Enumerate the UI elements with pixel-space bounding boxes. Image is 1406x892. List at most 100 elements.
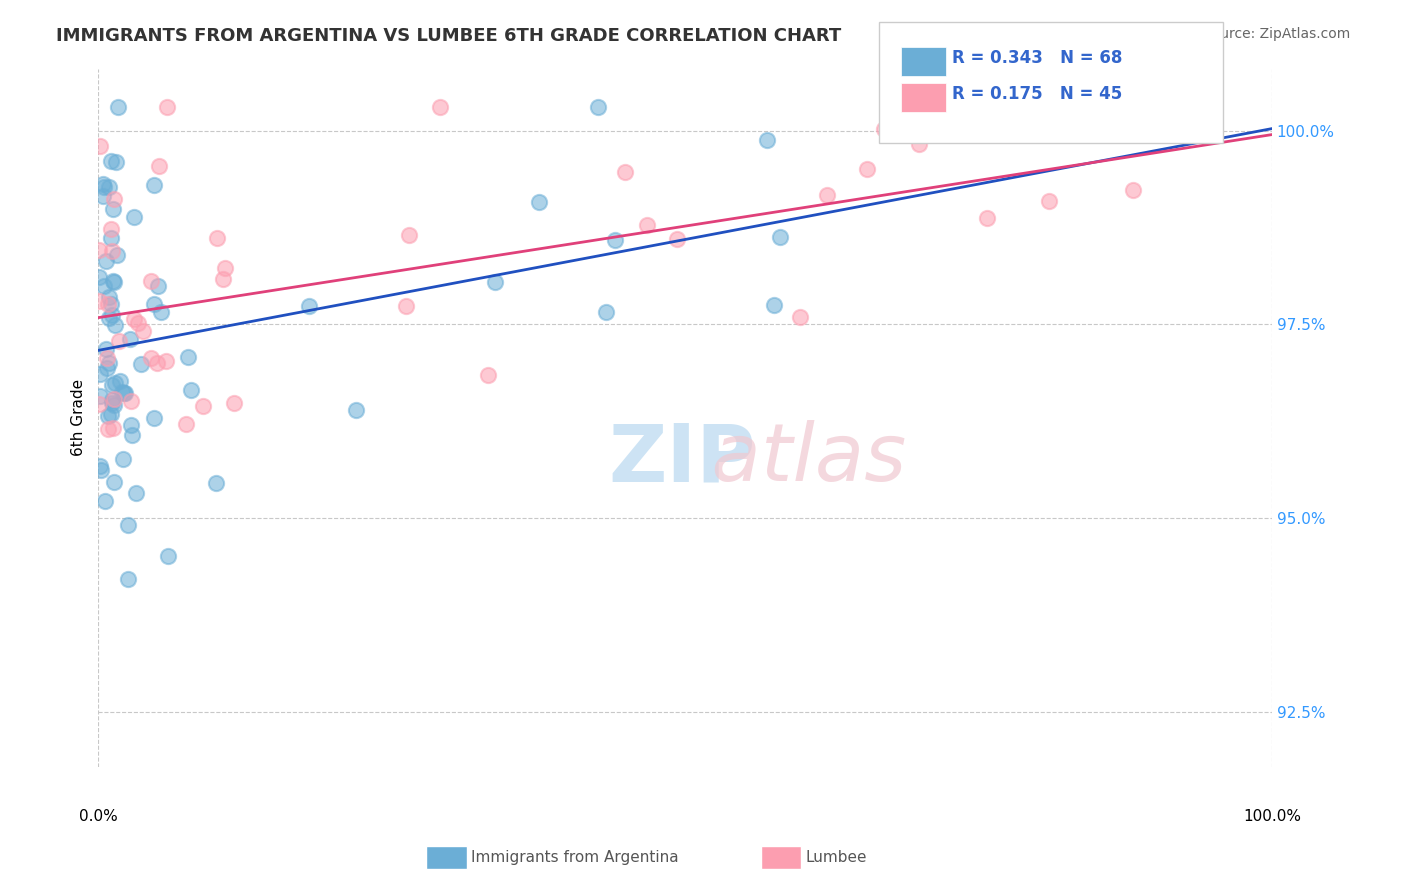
Point bbox=[1084, 121, 1107, 136]
Point bbox=[603, 233, 626, 247]
Y-axis label: 6th Grade: 6th Grade bbox=[72, 379, 86, 456]
Point bbox=[117, 572, 139, 586]
Point bbox=[104, 318, 127, 332]
Point bbox=[94, 253, 117, 268]
Point bbox=[100, 297, 122, 311]
Point bbox=[97, 422, 120, 436]
Point bbox=[595, 305, 617, 319]
Point bbox=[103, 398, 125, 412]
Point bbox=[477, 368, 499, 383]
Text: Lumbee: Lumbee bbox=[806, 850, 868, 864]
Point bbox=[101, 393, 124, 408]
Point bbox=[398, 227, 420, 242]
Point bbox=[145, 356, 167, 370]
Point bbox=[636, 218, 658, 232]
Point bbox=[762, 298, 785, 312]
Point bbox=[108, 375, 131, 389]
Point bbox=[91, 189, 114, 203]
Point bbox=[212, 272, 235, 286]
Point bbox=[101, 308, 124, 322]
Point bbox=[117, 518, 139, 533]
Point bbox=[89, 138, 111, 153]
Point bbox=[214, 260, 236, 275]
Point bbox=[122, 312, 145, 326]
Point bbox=[769, 230, 792, 244]
Point bbox=[103, 475, 125, 490]
Point bbox=[122, 211, 145, 225]
Text: IMMIGRANTS FROM ARGENTINA VS LUMBEE 6TH GRADE CORRELATION CHART: IMMIGRANTS FROM ARGENTINA VS LUMBEE 6TH … bbox=[56, 27, 841, 45]
Point bbox=[97, 297, 120, 311]
Point bbox=[143, 178, 166, 192]
Point bbox=[815, 187, 838, 202]
Point bbox=[108, 334, 131, 348]
Point bbox=[908, 137, 931, 152]
Point bbox=[125, 486, 148, 500]
Point bbox=[976, 211, 998, 226]
Point bbox=[586, 100, 609, 114]
Text: Source: ZipAtlas.com: Source: ZipAtlas.com bbox=[1202, 27, 1350, 41]
Text: R = 0.175   N = 45: R = 0.175 N = 45 bbox=[952, 85, 1122, 103]
Text: atlas: atlas bbox=[609, 420, 905, 499]
Point bbox=[89, 243, 111, 257]
Point bbox=[139, 274, 162, 288]
Point bbox=[1122, 183, 1144, 197]
Point bbox=[89, 367, 111, 381]
Point bbox=[121, 427, 143, 442]
Text: 0.0%: 0.0% bbox=[79, 809, 118, 824]
Point bbox=[104, 376, 127, 390]
Point bbox=[103, 275, 125, 289]
Point bbox=[89, 459, 111, 474]
Point bbox=[613, 165, 636, 179]
Point bbox=[157, 549, 180, 563]
Point bbox=[94, 342, 117, 356]
Point bbox=[127, 316, 149, 330]
Point bbox=[665, 232, 688, 246]
Point bbox=[100, 407, 122, 421]
Point bbox=[90, 463, 112, 477]
Point bbox=[148, 159, 170, 173]
Point bbox=[98, 290, 121, 304]
Point bbox=[180, 383, 202, 397]
Point bbox=[155, 100, 177, 114]
Point bbox=[112, 451, 135, 466]
Point bbox=[155, 353, 177, 368]
Point bbox=[139, 351, 162, 365]
Point bbox=[1038, 194, 1060, 208]
Point bbox=[142, 411, 165, 425]
Point bbox=[89, 389, 111, 403]
Point bbox=[429, 100, 451, 114]
Point bbox=[120, 393, 142, 408]
Point bbox=[297, 299, 319, 313]
Point bbox=[118, 332, 141, 346]
Point bbox=[103, 392, 125, 406]
Point bbox=[100, 222, 122, 236]
Point bbox=[97, 310, 120, 325]
Point bbox=[132, 324, 155, 338]
Point bbox=[105, 155, 128, 169]
Point bbox=[101, 421, 124, 435]
Point bbox=[100, 153, 122, 168]
Point bbox=[222, 395, 245, 409]
Point bbox=[103, 193, 125, 207]
Point bbox=[395, 300, 418, 314]
Point bbox=[100, 244, 122, 259]
Point bbox=[100, 396, 122, 410]
Point bbox=[789, 310, 811, 325]
Point bbox=[93, 278, 115, 293]
Text: 100.0%: 100.0% bbox=[1243, 809, 1301, 824]
Point bbox=[143, 297, 166, 311]
Point bbox=[205, 231, 228, 245]
Point bbox=[97, 355, 120, 369]
Point bbox=[100, 231, 122, 245]
Point bbox=[114, 385, 136, 400]
Point bbox=[529, 194, 551, 209]
Point bbox=[96, 351, 118, 365]
Point bbox=[96, 361, 118, 376]
Text: ZIP: ZIP bbox=[609, 420, 756, 499]
Point bbox=[89, 270, 111, 285]
Point bbox=[856, 161, 879, 176]
Point bbox=[111, 385, 134, 400]
Point bbox=[191, 399, 214, 413]
Point bbox=[176, 350, 198, 364]
Point bbox=[93, 178, 115, 192]
